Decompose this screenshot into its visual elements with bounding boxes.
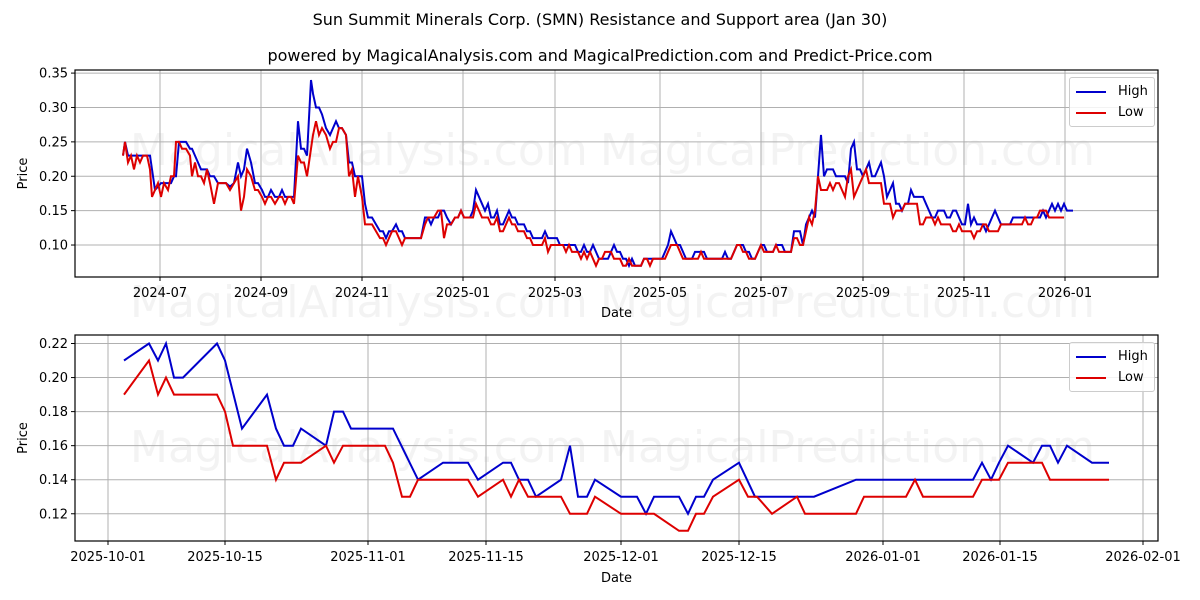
chart-panel-full-history: 0.10 0.15 0.20 0.25 0.30 0.35 2024-07 2024-09 20… (16, 67, 1159, 321)
y-tick-label: 0.35 (39, 67, 68, 82)
legend-label-low: Low (1118, 370, 1144, 385)
y-tick-label: 0.18 (39, 405, 68, 420)
x-tick-label: 2025-09 (836, 286, 890, 301)
x-tick-label: 2025-12-15 (701, 550, 777, 565)
chart-subtitle: powered by MagicalAnalysis.com and Magic… (267, 46, 933, 65)
x-tick-label: 2025-11-01 (330, 550, 406, 565)
low-line-swatch-icon (1076, 111, 1106, 114)
x-tick-label: 2026-01-01 (845, 550, 921, 565)
legend-bottom: High Low (1069, 342, 1155, 392)
chart-title: Sun Summit Minerals Corp. (SMN) Resistan… (312, 10, 888, 29)
y-tick-label: 0.16 (39, 439, 68, 454)
x-tick-label: 2026-01 (1038, 286, 1092, 301)
legend-label-high: High (1118, 349, 1148, 364)
x-tick-label: 2025-03 (528, 286, 582, 301)
low-price-line (123, 358, 1109, 532)
low-price-line (122, 120, 1064, 269)
legend-item-high: High (1076, 346, 1148, 367)
y-axis-label: Price (16, 422, 31, 454)
legend-item-low: Low (1076, 367, 1148, 388)
plot-frame (74, 334, 1159, 542)
x-tick-label: 2025-05 (633, 286, 687, 301)
x-tick-label: 2025-12-01 (583, 550, 659, 565)
y-tick-label: 0.10 (39, 239, 68, 254)
y-tick-label: 0.12 (39, 507, 68, 522)
x-tick-label: 2026-01-15 (962, 550, 1038, 565)
x-tick-label: 2026-02-01 (1105, 550, 1181, 565)
x-tick-label: 2024-11 (335, 286, 389, 301)
legend-item-low: Low (1076, 102, 1148, 123)
y-tick-label: 0.25 (39, 135, 68, 150)
high-line-swatch-icon (1076, 355, 1106, 358)
y-axis-label: Price (16, 158, 31, 190)
legend-item-high: High (1076, 81, 1148, 102)
x-axis-label: Date (601, 306, 632, 321)
x-tick-label: 2024-09 (234, 286, 288, 301)
chart-panel-recent: 0.12 0.14 0.16 0.18 0.20 0.22 2025-10-01 2025-1… (16, 334, 1181, 586)
x-tick-label: 2025-07 (734, 286, 788, 301)
y-tick-label: 0.30 (39, 101, 68, 116)
legend-label-high: High (1118, 84, 1148, 99)
low-line-swatch-icon (1076, 376, 1106, 379)
plot-frame (74, 69, 1159, 278)
y-tick-label: 0.22 (39, 337, 68, 352)
x-tick-label: 2025-11-15 (448, 550, 524, 565)
y-tick-label: 0.20 (39, 170, 68, 185)
x-axis-label: Date (601, 571, 632, 586)
high-line-swatch-icon (1076, 90, 1106, 93)
x-tick-label: 2025-10-01 (70, 550, 146, 565)
x-tick-label: 2025-10-15 (187, 550, 263, 565)
x-tick-label: 2024-07 (133, 286, 187, 301)
legend-top: High Low (1069, 77, 1155, 127)
legend-label-low: Low (1118, 105, 1144, 120)
high-price-line (123, 340, 1109, 517)
y-tick-label: 0.14 (39, 473, 68, 488)
y-tick-label: 0.15 (39, 204, 68, 219)
x-tick-label: 2025-01 (436, 286, 490, 301)
x-tick-label: 2025-11 (937, 286, 991, 301)
y-tick-label: 0.20 (39, 371, 68, 386)
